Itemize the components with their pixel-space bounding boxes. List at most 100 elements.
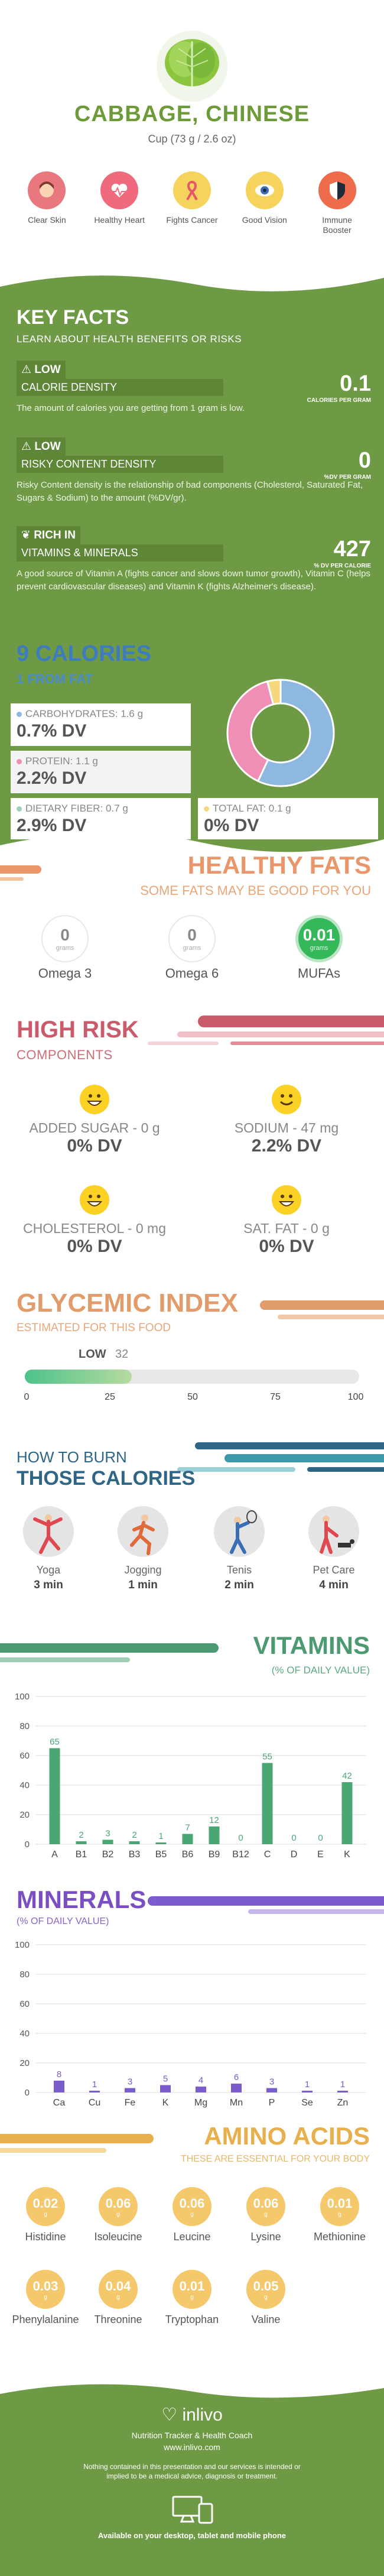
- bar-value-label: 1: [305, 2079, 310, 2090]
- amino-tryptophan: 0.01 g Tryptophan: [154, 2270, 230, 2326]
- benefits-row: Clear Skin Healthy Heart Fights Cancer G…: [0, 171, 384, 235]
- fact-value: 0.1: [340, 371, 371, 396]
- calories-title: 9 CALORIES: [17, 641, 152, 666]
- eye-icon: [245, 171, 284, 209]
- y-tick-label: 40: [19, 2029, 30, 2039]
- risk-sat-fat: SAT. FAT - 0 g 0% DV: [192, 1185, 381, 1257]
- legend-dot: [17, 712, 22, 718]
- fact-level: ⚠ LOW: [17, 437, 66, 456]
- bar-value-label: 4: [198, 2075, 203, 2085]
- macro-total-fat: TOTAL FAT: 0.1 g 0% DV: [198, 798, 378, 839]
- bar-value-label: 3: [128, 2077, 132, 2087]
- pie-slice-carbs: [256, 679, 335, 787]
- x-tick-label: B5: [155, 1850, 167, 1860]
- healthy-fats-section: HEALTHY FATS SOME FATS MAY BE GOOD FOR Y…: [0, 839, 384, 1005]
- amino-subtitle: THESE ARE ESSENTIAL FOR YOUR BODY: [180, 2154, 370, 2164]
- yoga-icon: [23, 1506, 74, 1557]
- bar-value-label: 12: [209, 1815, 219, 1825]
- x-tick-label: Zn: [337, 2098, 349, 2108]
- glycemic-tick: 100: [347, 1392, 364, 1402]
- legend-dot: [204, 806, 209, 812]
- wave-divider: [0, 260, 384, 291]
- burn-calories-section: HOW TO BURN THOSE CALORIES Yoga 3 min Jo…: [0, 1436, 384, 1631]
- bar: [262, 1763, 273, 1844]
- burn-title-line-2: THOSE CALORIES: [17, 1467, 196, 1490]
- bar: [102, 1839, 113, 1844]
- bar: [196, 2087, 206, 2092]
- dog-walking-icon: [308, 1506, 359, 1557]
- bar-value-label: 42: [342, 1771, 352, 1781]
- glycemic-tick: 75: [270, 1392, 281, 1402]
- bar: [231, 2084, 242, 2092]
- food-title: CABBAGE, CHINESE: [74, 102, 310, 126]
- bar: [302, 2091, 313, 2092]
- risk-sodium: SODIUM - 47 mg 2.2% DV: [192, 1085, 381, 1156]
- bar: [49, 1748, 60, 1844]
- decor-stripe: [0, 865, 41, 874]
- y-tick-label: 80: [19, 1721, 30, 1731]
- amino-title: AMINO ACIDS: [204, 2122, 370, 2150]
- x-tick-label: A: [51, 1850, 58, 1860]
- fact-value: 0: [358, 448, 371, 473]
- bar: [337, 2091, 348, 2092]
- fact-unit: CALORIES PER GRAM: [307, 397, 371, 404]
- glycemic-tick: 50: [187, 1392, 198, 1402]
- fact-description: The amount of calories you are getting f…: [17, 403, 245, 413]
- macro-protein: PROTEIN: 1.1 g 2.2% DV: [11, 751, 191, 793]
- smiley-icon: [272, 1185, 301, 1215]
- footer-url[interactable]: www.inlivo.com: [164, 2442, 220, 2452]
- risk-cholesterol: CHOLESTEROL - 0 mg 0% DV: [0, 1185, 189, 1257]
- decor-stripe: [0, 1643, 219, 1653]
- bar-value-label: 5: [163, 2074, 168, 2084]
- fact-name: VITAMINS & MINERALS: [17, 544, 223, 562]
- decor-stripe: [0, 877, 24, 881]
- bar-value-label: 65: [50, 1737, 60, 1747]
- bar-value-label: 0: [291, 1833, 296, 1843]
- fact-unit: %DV PER GRAM: [324, 474, 371, 481]
- y-tick-label: 100: [15, 1940, 30, 1950]
- footer-tagline: Nutrition Tracker & Health Coach: [131, 2431, 253, 2440]
- x-tick-label: B9: [209, 1850, 220, 1860]
- bar: [160, 2085, 171, 2092]
- bar: [54, 2081, 64, 2092]
- y-tick-label: 60: [19, 1751, 30, 1761]
- y-tick-label: 0: [25, 1839, 30, 1850]
- decor-stripe: [0, 1657, 130, 1662]
- jogging-icon: [118, 1506, 168, 1557]
- bar-value-label: 2: [79, 1830, 83, 1840]
- heart-icon: [100, 171, 139, 209]
- amino-leucine: 0.06 g Leucine: [154, 2187, 230, 2243]
- bar: [89, 2091, 100, 2092]
- glycemic-level: LOW: [79, 1348, 106, 1361]
- y-tick-label: 0: [25, 2088, 30, 2098]
- amino-histidine: 0.02 g Histidine: [7, 2187, 84, 2243]
- inlivo-logo[interactable]: ♡ inlivo: [161, 2405, 223, 2425]
- macro-dietary-fiber: DIETARY FIBER: 0.7 g 2.9% DV: [11, 798, 191, 839]
- bar-value-label: 8: [57, 2069, 61, 2079]
- heart-logo-icon: ♡: [161, 2405, 178, 2425]
- decor-stripe: [307, 1467, 384, 1472]
- burn-title-line-1: HOW TO BURN: [17, 1448, 127, 1466]
- high-risk-section: HIGH RISK COMPONENTS ADDED SUGAR - 0 g 0…: [0, 1005, 384, 1283]
- y-tick-label: 80: [19, 1970, 30, 1980]
- amino-isoleucine: 0.06 g Isoleucine: [80, 2187, 157, 2243]
- y-tick-label: 40: [19, 1780, 30, 1790]
- fact-level: ❦ RICH IN: [17, 526, 80, 544]
- x-tick-label: B1: [76, 1850, 87, 1860]
- x-tick-label: C: [264, 1850, 271, 1860]
- fact-unit: % DV PER CALORIE: [314, 563, 371, 569]
- tennis-icon: [214, 1506, 265, 1557]
- decor-stripe: [177, 1467, 295, 1472]
- x-tick-label: B2: [102, 1850, 114, 1860]
- x-tick-label: P: [269, 2098, 275, 2108]
- smiley-icon: [80, 1185, 109, 1215]
- key-facts-subtitle: LEARN ABOUT HEALTH BENEFITS OR RISKS: [17, 333, 242, 345]
- x-tick-label: B12: [232, 1850, 249, 1860]
- ribbon-icon: [173, 171, 211, 209]
- decor-stripe: [278, 1315, 384, 1319]
- x-tick-label: K: [162, 2098, 169, 2108]
- decor-stripe: [230, 1042, 384, 1045]
- pie-slice-protein: [226, 680, 275, 783]
- bar-value-label: 0: [238, 1833, 243, 1843]
- activity-pet-care: Pet Care 4 min: [292, 1506, 375, 1592]
